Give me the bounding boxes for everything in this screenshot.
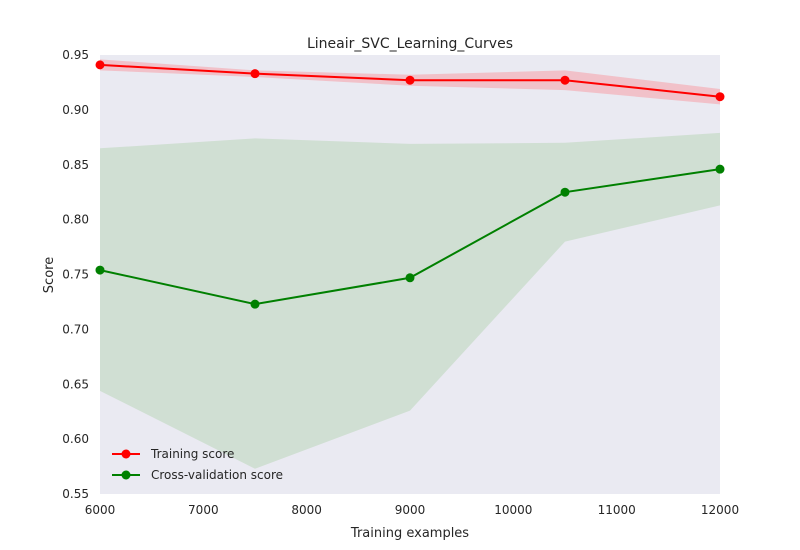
x-axis-label: Training examples bbox=[350, 526, 469, 541]
y-tick-label: 0.65 bbox=[62, 377, 89, 391]
y-tick-label: 0.70 bbox=[62, 322, 89, 336]
x-tick-label: 7000 bbox=[188, 503, 219, 517]
series-lines bbox=[95, 60, 725, 309]
point-cross-validation bbox=[560, 187, 570, 197]
point-cross-validation bbox=[250, 299, 260, 309]
y-axis-label: Score bbox=[42, 257, 57, 293]
point-cross-validation bbox=[405, 273, 415, 283]
x-tick-label: 11000 bbox=[598, 503, 636, 517]
x-tick-label: 10000 bbox=[494, 503, 532, 517]
band-cross-validation bbox=[100, 132, 720, 469]
point-training bbox=[250, 69, 260, 79]
y-tick-label: 0.90 bbox=[62, 103, 89, 117]
x-tick-labels: 6000 7000 8000 9000 10000 11000 12000 bbox=[85, 503, 739, 517]
y-tick-label: 0.80 bbox=[62, 213, 89, 227]
point-training bbox=[405, 75, 415, 85]
y-tick-label: 0.60 bbox=[62, 432, 89, 446]
point-training bbox=[560, 75, 570, 85]
point-training bbox=[95, 60, 105, 70]
chart-title: Lineair_SVC_Learning_Curves bbox=[307, 36, 513, 52]
y-tick-labels: 0.55 0.60 0.65 0.70 0.75 0.80 0.85 0.90 0.95 bbox=[62, 48, 89, 501]
y-tick-label: 0.75 bbox=[62, 268, 89, 282]
point-cross-validation bbox=[715, 164, 725, 174]
point-cross-validation bbox=[95, 265, 105, 275]
legend-marker-cross-validation bbox=[121, 470, 131, 480]
y-tick-label: 0.55 bbox=[62, 487, 89, 501]
y-tick-label: 0.95 bbox=[62, 48, 89, 62]
x-tick-label: 6000 bbox=[85, 503, 116, 517]
x-tick-label: 12000 bbox=[701, 503, 739, 517]
x-tick-label: 9000 bbox=[395, 503, 426, 517]
legend: Training score Cross-validation score bbox=[112, 447, 283, 482]
legend-label-training: Training score bbox=[150, 447, 234, 461]
x-tick-label: 8000 bbox=[291, 503, 322, 517]
legend-label-cross-validation: Cross-validation score bbox=[151, 468, 283, 482]
legend-marker-training bbox=[121, 449, 131, 459]
y-tick-label: 0.85 bbox=[62, 158, 89, 172]
point-training bbox=[715, 92, 725, 102]
